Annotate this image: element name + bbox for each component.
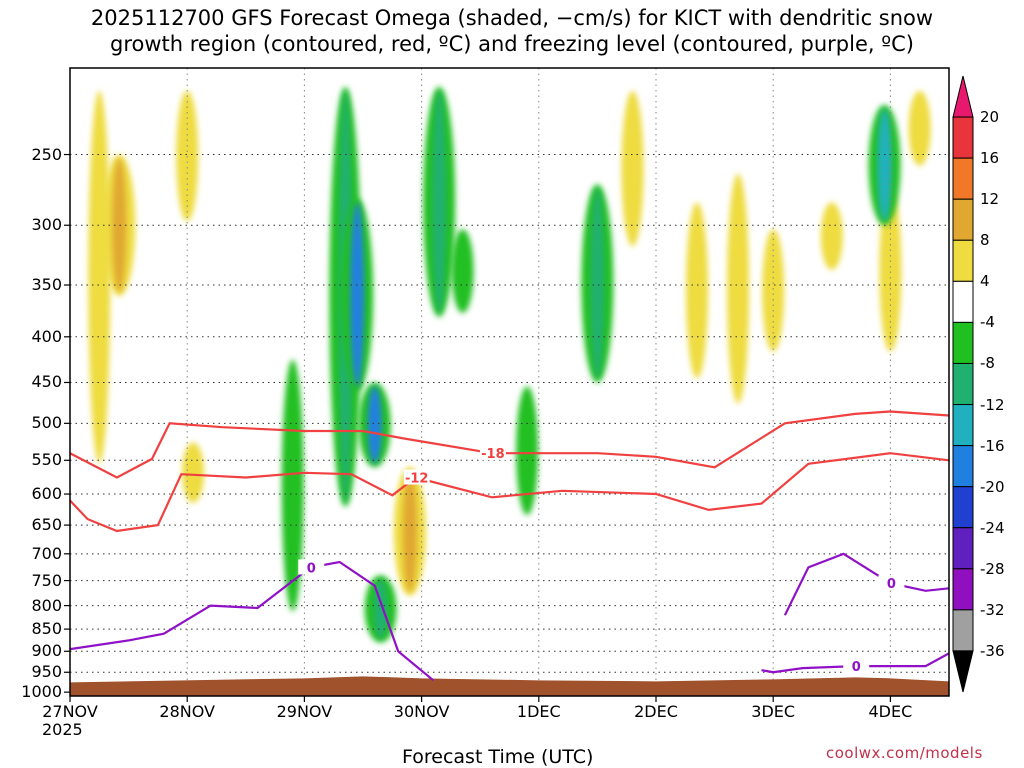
colorbar-label: -12 bbox=[980, 395, 1005, 414]
colorbar bbox=[952, 75, 974, 693]
red-contour-label-bg bbox=[479, 445, 506, 461]
colorbar-label: -16 bbox=[980, 436, 1005, 455]
omega-cell bbox=[879, 188, 902, 352]
colorbar-segment bbox=[952, 239, 974, 282]
omega-cell bbox=[88, 90, 111, 464]
red-contour-label: -12 bbox=[405, 472, 429, 487]
terrain-fill bbox=[70, 676, 949, 696]
chart-title-line-2: growth region (contoured, red, ºC) and f… bbox=[110, 32, 914, 56]
chart-title-line-1: 2025112700 GFS Forecast Omega (shaded, −… bbox=[90, 6, 934, 30]
colorbar-label: -24 bbox=[980, 518, 1005, 537]
y-tick-label: 350 bbox=[31, 275, 62, 295]
y-tick-label: 850 bbox=[31, 619, 62, 639]
colorbar-label: 8 bbox=[980, 231, 990, 250]
colorbar-label: -20 bbox=[980, 477, 1005, 496]
x-tick-label: 1DEC bbox=[516, 702, 561, 721]
contours: -18 -12 0 0 0 bbox=[70, 410, 949, 682]
terrain bbox=[70, 676, 949, 696]
purple-contour-label: 0 bbox=[852, 660, 861, 675]
omega-cell bbox=[182, 442, 205, 503]
omega-cell bbox=[516, 386, 539, 516]
colorbar-label: 20 bbox=[980, 108, 1000, 127]
purple-contour-label-bg bbox=[843, 658, 870, 674]
colorbar-segment bbox=[952, 321, 974, 364]
omega-cell bbox=[908, 90, 931, 166]
omega-cell bbox=[762, 229, 785, 352]
omega-cell bbox=[877, 108, 892, 222]
red-contour bbox=[70, 452, 949, 533]
omega-cell bbox=[402, 471, 417, 592]
colorbar-label: 16 bbox=[980, 149, 1000, 168]
colorbar-segment bbox=[952, 568, 974, 611]
credit-text: coolwx.com/models bbox=[826, 744, 983, 762]
colorbar-label: -8 bbox=[980, 354, 995, 373]
colorbar-arrow-top bbox=[952, 75, 974, 118]
colorbar-label: -4 bbox=[980, 313, 995, 332]
red-contour-label-bg bbox=[403, 469, 430, 485]
colorbar-segment bbox=[952, 445, 974, 488]
purple-contour-label-bg bbox=[878, 575, 905, 591]
omega-cell bbox=[727, 173, 750, 404]
y-tick-label: 750 bbox=[31, 570, 62, 590]
colorbar-label: 4 bbox=[980, 272, 990, 291]
y-tick-label: 450 bbox=[31, 372, 62, 392]
colorbar-segment bbox=[952, 280, 974, 323]
omega-cell bbox=[590, 188, 605, 379]
omega-cell bbox=[112, 158, 127, 292]
y-tick-label: 900 bbox=[31, 641, 62, 661]
x-tick-label: 28NOV bbox=[159, 702, 215, 721]
purple-contour bbox=[783, 552, 949, 616]
y-tick-label: 650 bbox=[31, 515, 62, 535]
red-contour bbox=[70, 410, 949, 479]
purple-contour bbox=[70, 560, 435, 682]
x-axis-title: Forecast Time (UTC) bbox=[402, 746, 594, 768]
purple-contour-label-bg bbox=[298, 559, 325, 575]
y-tick-label: 800 bbox=[31, 595, 62, 615]
colorbar-arrow-bottom bbox=[952, 650, 974, 693]
ticks bbox=[64, 153, 892, 702]
y-tick-label: 250 bbox=[31, 144, 62, 164]
y-tick-label: 400 bbox=[31, 326, 62, 346]
omega-cell bbox=[367, 386, 382, 464]
colorbar-segment bbox=[952, 116, 974, 159]
y-tick-label: 700 bbox=[31, 543, 62, 563]
y-tick-label: 1000 bbox=[21, 682, 62, 702]
colorbar-segment bbox=[952, 609, 974, 652]
y-tick-label: 950 bbox=[31, 662, 62, 682]
x-tick-label: 27NOV bbox=[42, 702, 98, 721]
x-tick-label: 3DEC bbox=[751, 702, 796, 721]
x-tick-label: 2DEC bbox=[634, 702, 678, 721]
omega-cell bbox=[621, 90, 644, 247]
omega-cell bbox=[451, 229, 474, 313]
colorbar-segment bbox=[952, 198, 974, 241]
omega-cell bbox=[350, 202, 365, 388]
colorbar-label: -28 bbox=[980, 559, 1005, 578]
colorbar-segment bbox=[952, 362, 974, 406]
y-tick-label: 300 bbox=[31, 215, 62, 235]
colorbar-segment bbox=[952, 527, 974, 570]
x-tick-label: 4DEC bbox=[868, 702, 913, 721]
omega-cell bbox=[820, 202, 843, 270]
colorbar-segment bbox=[952, 404, 974, 447]
colorbar-segment bbox=[952, 157, 974, 200]
x-tick-year: 2025 bbox=[42, 720, 83, 739]
omega-cell bbox=[432, 90, 447, 313]
x-tick-label: 30NOV bbox=[393, 702, 450, 721]
colorbar-label: -36 bbox=[980, 641, 1005, 660]
omega-cell bbox=[686, 202, 709, 379]
y-tick-label: 600 bbox=[31, 484, 62, 504]
purple-contour-label: 0 bbox=[887, 577, 896, 592]
colorbar-label: 12 bbox=[980, 190, 1000, 209]
omega-cell bbox=[281, 359, 304, 612]
y-tick-label: 500 bbox=[31, 413, 62, 433]
red-contour-label: -18 bbox=[481, 447, 505, 462]
colorbar-segment bbox=[952, 486, 974, 529]
x-tick-label: 29NOV bbox=[276, 702, 333, 721]
colorbar-label: -32 bbox=[980, 600, 1005, 619]
plot-area bbox=[70, 68, 949, 696]
purple-contour-label: 0 bbox=[307, 561, 316, 576]
y-tick-label: 550 bbox=[31, 450, 62, 470]
